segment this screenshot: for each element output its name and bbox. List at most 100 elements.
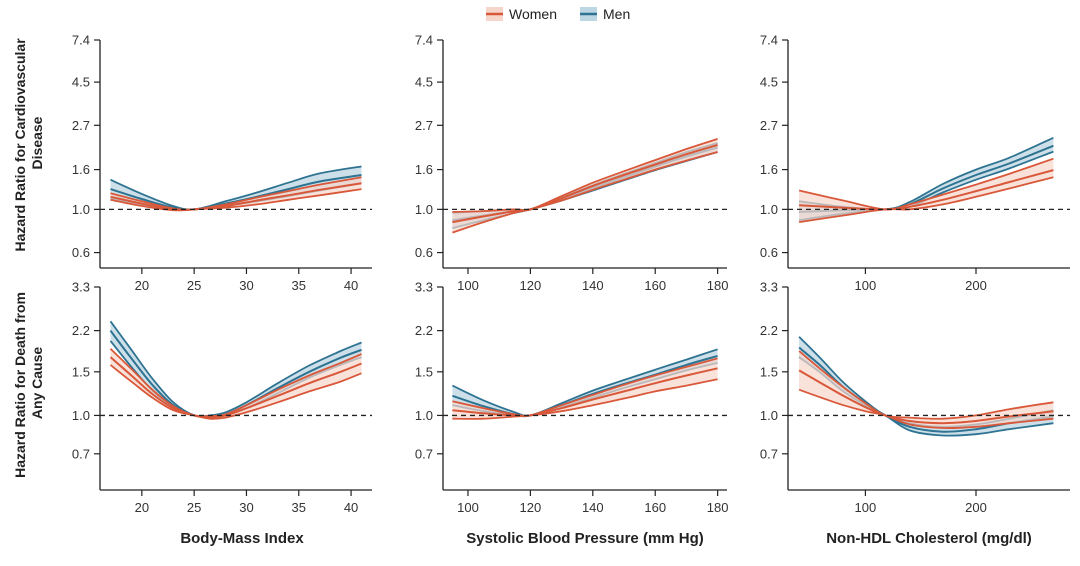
panel-row1-col1-ytick-label: 7.4 [72, 33, 90, 48]
panels: 0.6 1.0 1.6 2.7 4.5 7.4 20 25 30 35 40 0.6 1.0 1.6 2.7… [72, 33, 1070, 516]
panel-row1-col3-women-upper-line [798, 157, 1054, 211]
panel-row1-col1-ytick-label: 0.6 [72, 245, 90, 260]
panel-row2-col3-xtick-label: 100 [855, 500, 877, 515]
panel-row2-col1-xtick-label: 25 [187, 500, 201, 515]
panel-row1-col3-women-ci-band [799, 158, 1054, 223]
panel-row2-col2-xtick-label: 180 [707, 500, 729, 515]
panel-row1-col2-xtick-label: 100 [457, 278, 479, 293]
panel-row1-col1: 0.6 1.0 1.6 2.7 4.5 7.4 20 25 30 35 40 [72, 33, 372, 293]
panel-row2-col1-men-upper-line [109, 320, 362, 418]
panel-row2-col3-ytick-label: 2.2 [760, 323, 778, 338]
panel-row1-col2-ytick-label: 0.6 [415, 245, 433, 260]
panel-row2-col3-ytick-label: 1.5 [760, 364, 778, 379]
panel-row1-col2-ytick-label: 1.0 [415, 202, 433, 217]
panel-row1-col3: 0.6 1.0 1.6 2.7 4.5 7.4 100 200 [760, 33, 1070, 293]
panel-row2-col1: 0.7 1.0 1.5 2.2 3.3 20 25 30 35 40 [72, 280, 372, 515]
panel-row1-col3-ytick-label: 1.6 [760, 162, 778, 177]
col2-xlabel: Systolic Blood Pressure (mm Hg) [466, 530, 704, 547]
panel-row1-col2-xtick-label: 140 [582, 278, 604, 293]
panel-row2-col1-ytick-label: 2.2 [72, 323, 90, 338]
row1-ylabel: Hazard Ratio for Cardiovascular Disease [12, 34, 45, 251]
panel-row2-col2-ytick-label: 3.3 [415, 280, 433, 295]
panel-row2-col1-xtick-label: 40 [344, 500, 358, 515]
row1-ylabel-line2: Disease [29, 116, 45, 169]
panel-row2-col2-men-upper-line [452, 348, 718, 417]
panel-row2-col1-ytick-label: 1.5 [72, 364, 90, 379]
panel-row1-col3-ytick-label: 0.6 [760, 245, 778, 260]
panel-row1-col1-women-mid-line [110, 182, 362, 211]
panel-row2-col3-women-lower-line [798, 388, 1054, 429]
panel-row1-col2-ytick-label: 2.7 [415, 118, 433, 133]
panel-row2-col2-women-lower-line [452, 378, 718, 420]
panel-row2-col1-xtick-label: 20 [135, 500, 149, 515]
panel-row2-col2-xtick-label: 140 [582, 500, 604, 515]
panel-row1-col1-women-upper-line [110, 176, 362, 211]
panel-row1-col1-men-upper-line [110, 165, 362, 211]
panel-row2-col3-women-mid-line [798, 369, 1054, 425]
panel-row1-col3-ytick-label: 1.0 [760, 202, 778, 217]
panel-row2-col1-xtick-label: 35 [292, 500, 306, 515]
panel-row1-col2-women-upper-line [452, 138, 718, 213]
panel-row2-col3-xtick-label: 200 [965, 500, 987, 515]
panel-row1-col3-xtick-label: 100 [855, 278, 877, 293]
panel-row2-col1-ytick-label: 1.0 [72, 408, 90, 423]
panel-row1-col2-xtick-label: 160 [644, 278, 666, 293]
panel-row1-col3-women-mid-line [799, 169, 1054, 211]
legend-men-label: Men [603, 6, 630, 22]
panel-row1-col1-xtick-label: 25 [187, 278, 201, 293]
panel-row1-col2-women-mid-line [452, 144, 718, 224]
panel-row2-col3-ytick-label: 3.3 [760, 280, 778, 295]
panel-row2-col2-ytick-label: 1.5 [415, 364, 433, 379]
panel-row1-col2-ytick-label: 4.5 [415, 75, 433, 90]
panel-row2-col2-xtick-label: 100 [457, 500, 479, 515]
panel-row1-col2-xtick-label: 120 [520, 278, 542, 293]
panel-row1-col1-ytick-label: 4.5 [72, 75, 90, 90]
panel-row2-col3-women-ci-band [799, 351, 1054, 429]
panel-row1-col3-ytick-label: 7.4 [760, 33, 778, 48]
panel-row1-col2: 0.6 1.0 1.6 2.7 4.5 7.4 100 120 140 160 180 [415, 33, 729, 294]
panel-row2-col1-women-ci-band [110, 348, 362, 419]
panel-row1-col3-ytick-label: 2.7 [760, 118, 778, 133]
panel-row2-col3: 0.7 1.0 1.5 2.2 3.3 100 200 [760, 280, 1070, 515]
panel-row1-col1-ytick-label: 1.6 [72, 162, 90, 177]
panel-row1-col1-xtick-label: 40 [344, 278, 358, 293]
row2-ylabel: Hazard Ratio for Death from Any Cause [12, 288, 45, 478]
panel-row2-col1-ytick-label: 3.3 [72, 280, 90, 295]
panel-row1-col1-women-lower-line [110, 188, 362, 212]
row2-ylabel-line1: Hazard Ratio for Death from [12, 292, 28, 478]
col1-xlabel: Body-Mass Index [180, 530, 304, 547]
row1-ylabel-line1: Hazard Ratio for Cardiovascular [12, 38, 28, 252]
panel-row2-col2-xtick-label: 160 [644, 500, 666, 515]
panel-row2-col2-ytick-label: 1.0 [415, 408, 433, 423]
panel-row1-col2-xtick-label: 180 [707, 278, 729, 293]
panel-row1-col1-xtick-label: 20 [135, 278, 149, 293]
panel-row2-col1-men-ci-band [110, 321, 362, 418]
panel-row2-col2-ytick-label: 0.7 [415, 446, 433, 461]
panel-row2-col2-women-upper-line [452, 357, 718, 418]
panel-row1-col3-women-lower-line [798, 176, 1054, 223]
col3-xlabel: Non-HDL Cholesterol (mg/dl) [826, 530, 1032, 547]
row2-ylabel-line2: Any Cause [29, 347, 45, 420]
panel-row2-col3-men-mid-line [798, 346, 1054, 433]
legend-women-label: Women [509, 6, 557, 22]
legend: Women Men [486, 6, 630, 22]
panel-row2-col1-ytick-label: 0.7 [72, 446, 90, 461]
panel-row1-col1-xtick-label: 35 [292, 278, 306, 293]
panel-row2-col2: 0.7 1.0 1.5 2.2 3.3 100 120 140 160 180 [415, 280, 729, 516]
panel-row2-col2-xtick-label: 120 [520, 500, 542, 515]
panel-row1-col2-ytick-label: 1.6 [415, 162, 433, 177]
panel-row1-col1-ytick-label: 1.0 [72, 202, 90, 217]
panel-row2-col3-women-upper-line [798, 350, 1054, 420]
panel-row1-col2-ytick-label: 7.4 [415, 33, 433, 48]
panel-row1-col3-ytick-label: 4.5 [760, 75, 778, 90]
panel-row2-col1-women-lower-line [109, 364, 362, 420]
panel-row1-col3-xtick-label: 200 [965, 278, 987, 293]
panel-row2-col1-xtick-label: 30 [239, 500, 253, 515]
panel-row2-col3-ytick-label: 1.0 [760, 408, 778, 423]
panel-row1-col1-ytick-label: 2.7 [72, 118, 90, 133]
panel-row2-col2-women-mid-line [452, 367, 718, 418]
panel-row1-col2-women-lower-line [452, 151, 718, 234]
panel-row1-col1-xtick-label: 30 [239, 278, 253, 293]
panel-row2-col3-ytick-label: 0.7 [760, 446, 778, 461]
